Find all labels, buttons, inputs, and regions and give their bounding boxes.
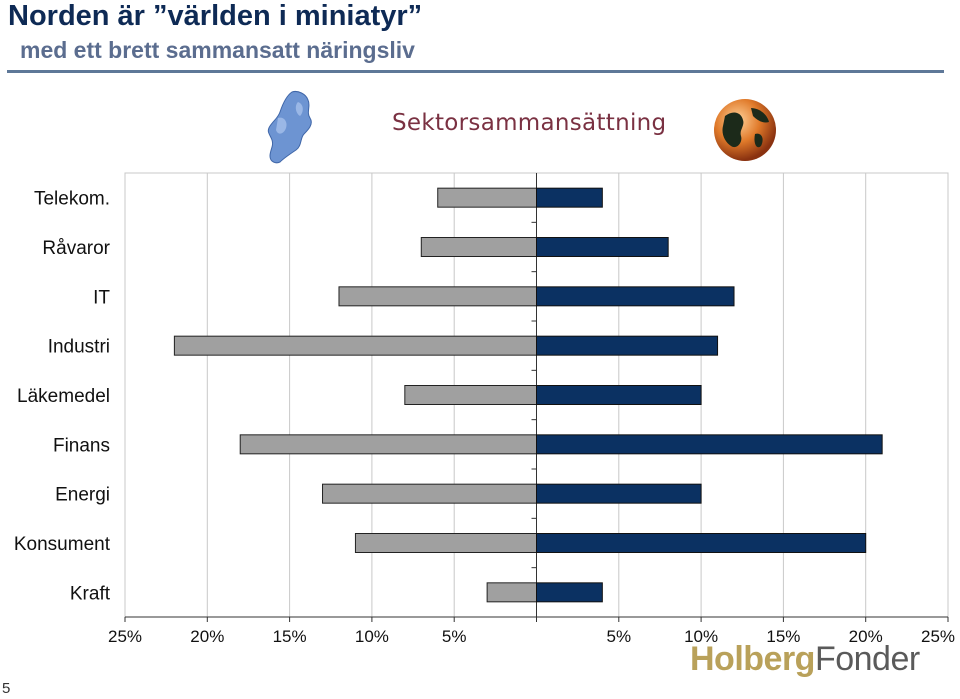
- brand-part2: Fonder: [814, 640, 920, 678]
- bar-left: [404, 385, 537, 405]
- bar-right: [536, 483, 702, 504]
- x-tick-label: 5%: [607, 627, 632, 646]
- x-tick-label: 20%: [849, 627, 883, 646]
- bar-left: [322, 483, 537, 504]
- x-tick-labels: 25% 20% 15% 10% 5% 5% 10% 15% 20% 25%: [108, 627, 955, 646]
- bar-left: [437, 187, 537, 208]
- category-label: Industri: [48, 337, 110, 358]
- x-tick-label: 15%: [766, 627, 800, 646]
- x-tick-label: 10%: [684, 627, 718, 646]
- bar-right: [536, 286, 735, 307]
- x-tick-label: 5%: [442, 627, 467, 646]
- bar-left: [420, 237, 537, 257]
- globe-icon: [714, 99, 776, 161]
- brand-part1: Holberg: [690, 640, 815, 678]
- category-label: Finans: [53, 435, 110, 456]
- category-label: Kraft: [70, 583, 111, 604]
- bar-right: [536, 533, 867, 553]
- bar-right: [536, 385, 702, 405]
- bar-left: [486, 582, 537, 603]
- bar-right: [536, 335, 719, 356]
- x-tick-label: 25%: [108, 627, 142, 646]
- page-number: 5: [2, 680, 11, 697]
- bar-left: [239, 434, 537, 455]
- bar-left: [354, 533, 537, 553]
- section-title: Sektorsammansättning: [392, 110, 667, 136]
- category-label: Telekom.: [34, 189, 110, 210]
- x-tick-label: 15%: [273, 627, 307, 646]
- bar-right: [536, 434, 883, 455]
- sector-chart: Telekom. Råvaror IT Industri Läkemedel Finans…: [14, 172, 955, 646]
- bar-right: [536, 582, 603, 603]
- category-label: IT: [93, 287, 110, 308]
- category-label: Läkemedel: [17, 386, 110, 407]
- chart-bars: [173, 187, 883, 603]
- bar-right: [536, 187, 603, 208]
- title-divider: [7, 70, 944, 73]
- x-tick-label: 25%: [921, 627, 955, 646]
- category-label: Konsument: [14, 534, 111, 555]
- page-title: Norden är ”världen i miniatyr”: [8, 0, 423, 32]
- nordic-map-icon: [267, 91, 312, 164]
- x-tick-label: 20%: [190, 627, 224, 646]
- bar-right: [536, 237, 669, 257]
- bar-left: [173, 335, 537, 356]
- chart-grid: [124, 172, 949, 622]
- category-labels: Telekom. Råvaror IT Industri Läkemedel Finans…: [14, 189, 111, 605]
- brand-logo: HolbergFonder: [690, 640, 920, 679]
- category-label: Råvaror: [42, 238, 110, 259]
- x-tick-label: 10%: [355, 627, 389, 646]
- bar-left: [338, 286, 538, 307]
- category-label: Energi: [55, 485, 110, 506]
- page-subtitle: med ett brett sammansatt näringsliv: [20, 37, 415, 63]
